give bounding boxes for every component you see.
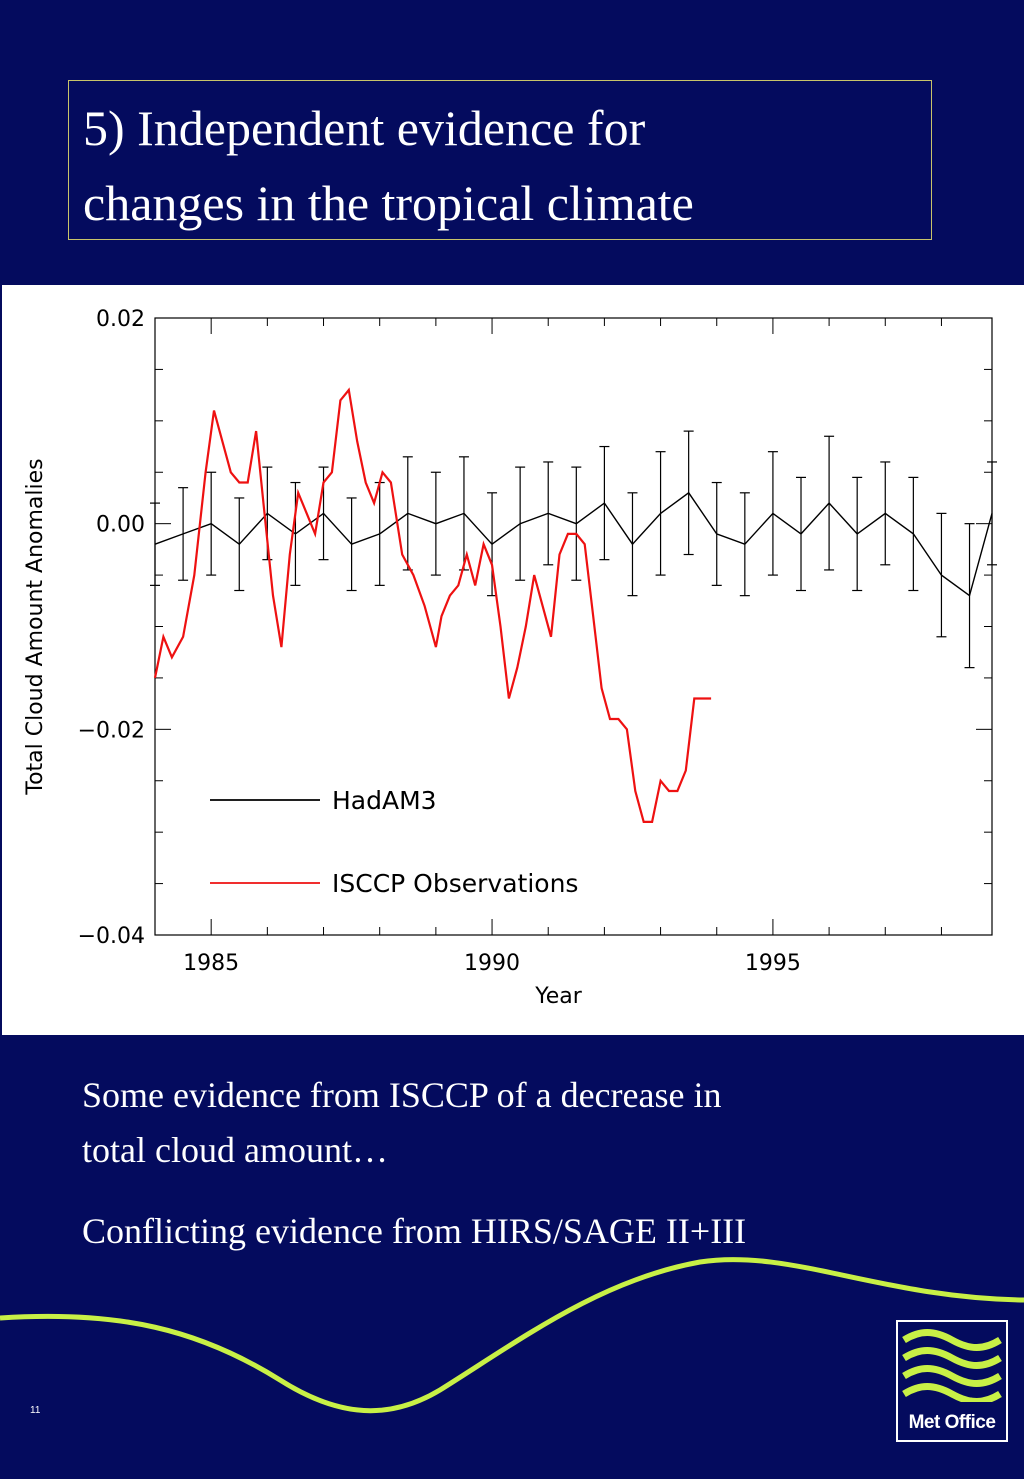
- logo-text: Met Office: [908, 1412, 996, 1433]
- slide-title-line-1: 5) Independent evidence for: [83, 100, 646, 156]
- met-office-logo: Met Office: [896, 1320, 1008, 1442]
- met-office-waves-icon: [902, 1329, 1002, 1402]
- y-axis-label: Total Cloud Amount Anomalies: [23, 458, 48, 795]
- y-tick-label: 0.02: [96, 307, 145, 332]
- x-tick-label: 1985: [183, 951, 239, 976]
- series-line-hadam3: [154, 491, 993, 597]
- plot-frame: [154, 317, 993, 936]
- legend-label-isccp: ISCCP Observations: [332, 869, 578, 898]
- bullet-text-1: Some evidence from ISCCP of a decrease i…: [82, 1075, 722, 1115]
- bullet-text-2: Conflicting evidence from HIRS/SAGE II+I…: [82, 1211, 747, 1251]
- decorative-wave: [0, 1257, 1024, 1414]
- x-tick-label: 1995: [745, 951, 801, 976]
- x-tick-label: 1990: [464, 951, 520, 976]
- page-number: 11: [30, 1405, 41, 1416]
- slide-title-line-2: changes in the tropical climate: [83, 175, 694, 231]
- chart-panel: 0.02 0.00 −0.02 −0.04 1985 1990 1995 Year Total …: [2, 285, 1024, 1035]
- y-tick-label: −0.04: [78, 924, 145, 949]
- legend-label-hadam3: HadAM3: [332, 786, 437, 815]
- cloud-anomaly-chart: 0.02 0.00 −0.02 −0.04 1985 1990 1995 Year Total …: [23, 307, 997, 1009]
- series-line-isccp: [153, 387, 712, 824]
- x-axis-label: Year: [534, 984, 583, 1009]
- y-tick-label: −0.02: [78, 718, 145, 743]
- y-tick-label: 0.00: [96, 513, 145, 538]
- bullet-text-1-cont: total cloud amount…: [82, 1130, 388, 1170]
- slide-title-box: 5) Independent evidence for changes in t…: [68, 80, 932, 240]
